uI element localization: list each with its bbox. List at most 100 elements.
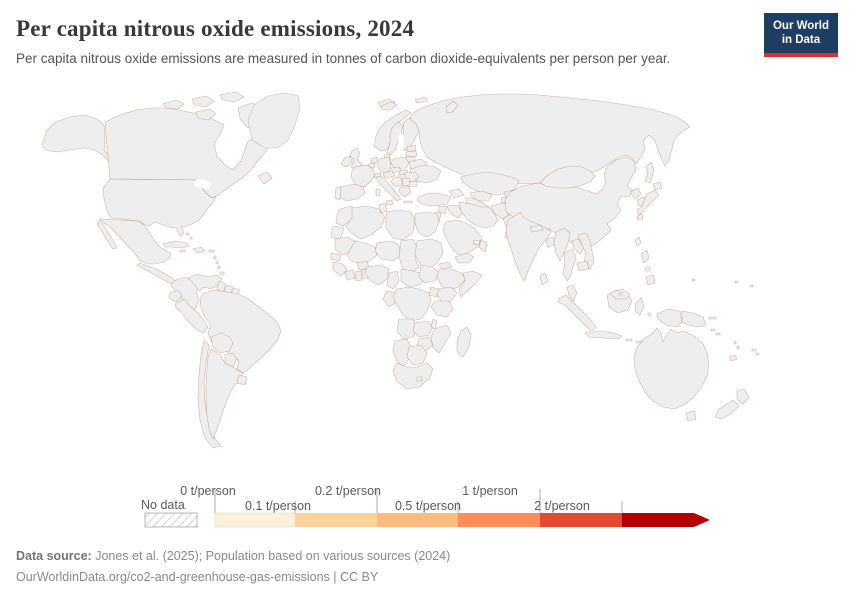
country-ecuador[interactable] xyxy=(168,289,183,303)
country-paraguay[interactable] xyxy=(224,352,238,368)
country-japan-hokkaido[interactable] xyxy=(652,181,663,191)
country-nz-north-island[interactable] xyxy=(736,388,750,405)
country-zambia[interactable] xyxy=(412,320,434,338)
country-ireland[interactable] xyxy=(340,155,353,168)
country-namibia[interactable] xyxy=(392,338,412,368)
country-central-african-republic[interactable] xyxy=(400,268,426,288)
country-cuba[interactable] xyxy=(162,240,190,249)
country-nz-south-island[interactable] xyxy=(714,399,740,420)
country-solomon-islands[interactable] xyxy=(710,328,716,332)
country-egypt[interactable] xyxy=(414,211,440,238)
country-puerto-rico[interactable] xyxy=(208,249,215,253)
country-sakhalin[interactable] xyxy=(644,161,655,184)
legend-swatch-0.5-1[interactable] xyxy=(458,513,540,527)
country-yemen[interactable] xyxy=(454,252,475,264)
country-lesser-antilles[interactable] xyxy=(217,265,221,270)
country-uzbekistan[interactable] xyxy=(469,190,493,202)
country-serbia[interactable] xyxy=(401,177,411,187)
country-japan-kyushu[interactable] xyxy=(636,213,644,221)
country-vietnam[interactable] xyxy=(577,232,595,270)
country-turkey[interactable] xyxy=(416,192,452,207)
legend-swatch-0.2-0.5[interactable] xyxy=(377,513,458,527)
country-sweden[interactable] xyxy=(386,121,404,156)
country-fiji[interactable] xyxy=(755,352,760,356)
country-oman[interactable] xyxy=(478,239,488,253)
owid-logo[interactable]: Our World in Data xyxy=(763,13,838,57)
country-south-africa[interactable] xyxy=(392,362,434,390)
country-iran[interactable] xyxy=(458,201,499,229)
country-algeria[interactable] xyxy=(345,205,386,240)
country-peru[interactable] xyxy=(174,298,209,334)
country-franz-josef[interactable] xyxy=(414,96,429,104)
country-nigeria[interactable] xyxy=(364,264,390,286)
country-iraq[interactable] xyxy=(446,204,464,219)
country-vanuatu[interactable] xyxy=(733,340,737,345)
country-netherlands[interactable] xyxy=(370,156,378,164)
country-chad[interactable] xyxy=(398,238,420,274)
country-mongolia[interactable] xyxy=(539,165,596,189)
country-somalia[interactable] xyxy=(458,270,483,298)
country-hispaniola[interactable] xyxy=(192,246,206,254)
country-philippines-luzon[interactable] xyxy=(640,249,650,264)
country-germany[interactable] xyxy=(376,156,392,173)
legend-swatch-0.1-0.2[interactable] xyxy=(295,513,377,527)
country-central-america[interactable] xyxy=(136,262,179,286)
country-canada-island[interactable] xyxy=(191,95,215,108)
country-sardinia[interactable] xyxy=(375,188,381,197)
country-laos[interactable] xyxy=(571,238,585,255)
country-cameroon[interactable] xyxy=(386,270,400,290)
country-north-korea[interactable] xyxy=(629,187,642,200)
country-novaya-zemlya[interactable] xyxy=(445,100,459,114)
country-bahamas[interactable] xyxy=(189,236,193,240)
country-ethiopia[interactable] xyxy=(436,268,467,292)
country-argentina[interactable] xyxy=(205,348,244,440)
country-spain[interactable] xyxy=(336,183,366,202)
country-thailand[interactable] xyxy=(562,248,577,282)
country-senegal[interactable] xyxy=(330,252,342,262)
country-ghana[interactable] xyxy=(354,270,363,282)
country-svalbard[interactable] xyxy=(380,101,398,111)
country-tasmania[interactable] xyxy=(685,410,697,422)
country-mozambique[interactable] xyxy=(430,324,452,354)
country-uae[interactable] xyxy=(472,239,481,246)
country-morocco[interactable] xyxy=(335,205,358,227)
country-pacific-islands[interactable] xyxy=(749,284,754,288)
country-eritrea[interactable] xyxy=(438,261,453,270)
country-drc[interactable] xyxy=(392,286,432,322)
country-taiwan[interactable] xyxy=(634,236,642,247)
country-japan-honshu[interactable] xyxy=(636,189,660,216)
legend-swatch-2plus[interactable] xyxy=(622,513,710,527)
country-congo-gabon[interactable] xyxy=(382,290,396,308)
country-greece[interactable] xyxy=(398,185,412,198)
country-niger[interactable] xyxy=(374,240,402,262)
country-usa[interactable] xyxy=(102,178,217,237)
country-uganda[interactable] xyxy=(428,286,440,298)
country-madagascar[interactable] xyxy=(456,326,472,358)
country-bangladesh[interactable] xyxy=(545,236,556,248)
country-solomon-islands[interactable] xyxy=(715,332,721,336)
country-uruguay[interactable] xyxy=(236,374,248,386)
legend-swatch-0-0.1[interactable] xyxy=(214,512,296,528)
country-brazil[interactable] xyxy=(199,289,282,374)
country-lesser-antilles[interactable] xyxy=(215,260,219,265)
country-kenya[interactable] xyxy=(436,286,458,304)
country-tunisia[interactable] xyxy=(378,202,388,214)
legend-swatch-1-2[interactable] xyxy=(540,513,622,527)
country-mexico-baja[interactable] xyxy=(96,220,118,250)
country-canada-island[interactable] xyxy=(195,108,217,121)
country-malaysia[interactable] xyxy=(566,284,578,302)
country-austria[interactable] xyxy=(382,170,396,179)
country-greenland[interactable] xyxy=(247,92,301,149)
country-lesser-sunda[interactable] xyxy=(625,338,633,342)
country-lesser-antilles[interactable] xyxy=(213,255,217,260)
country-saudi-arabia[interactable] xyxy=(442,219,483,257)
country-libya[interactable] xyxy=(385,209,416,241)
country-estonia[interactable] xyxy=(406,144,417,153)
country-vanuatu[interactable] xyxy=(736,345,740,350)
country-sri-lanka[interactable] xyxy=(539,272,549,286)
country-nepal[interactable] xyxy=(529,224,544,233)
country-western-sahara[interactable] xyxy=(330,225,345,240)
country-australia[interactable] xyxy=(633,327,710,410)
country-pacific-islands[interactable] xyxy=(691,278,696,282)
country-sulawesi[interactable] xyxy=(634,297,645,316)
